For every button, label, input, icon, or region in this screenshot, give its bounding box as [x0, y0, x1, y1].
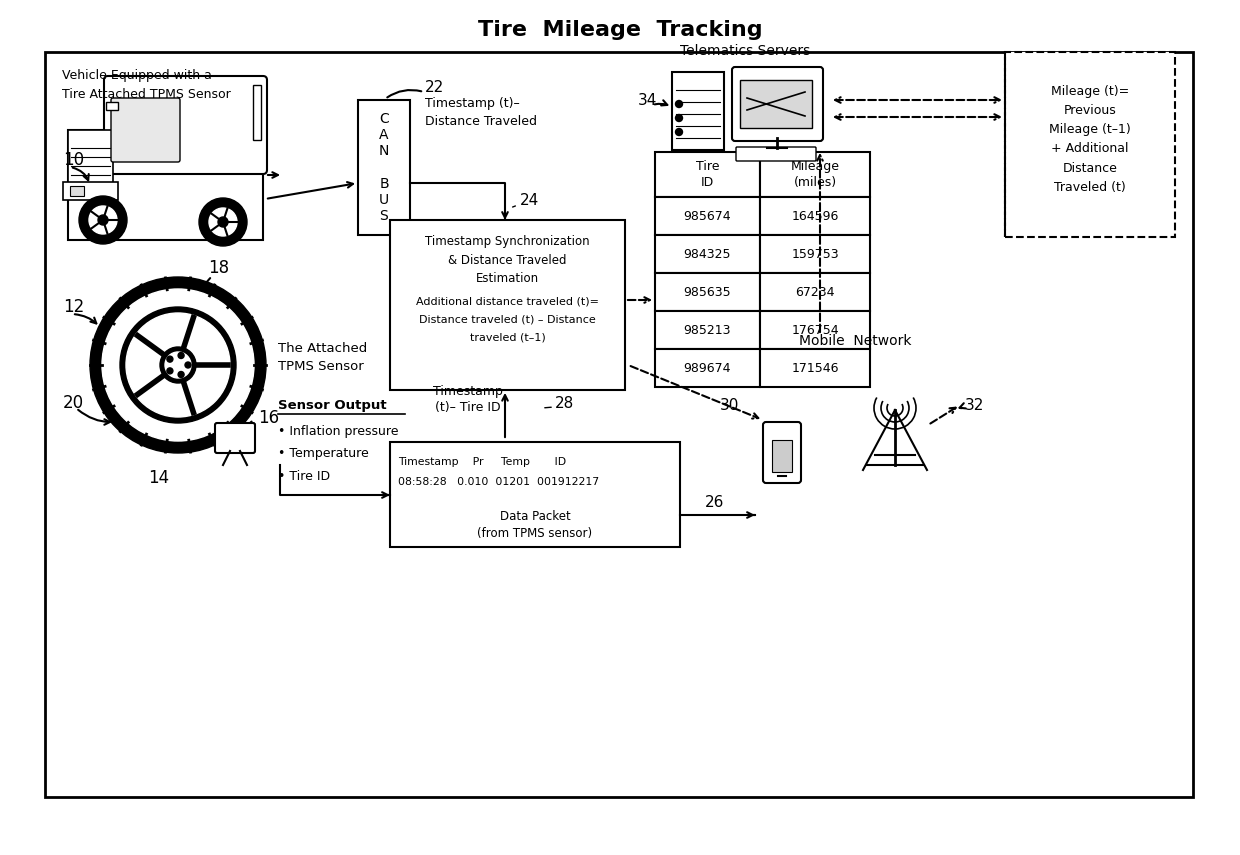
Text: Mobile  Network: Mobile Network — [799, 334, 911, 348]
Text: 159753: 159753 — [791, 247, 838, 261]
Text: 14: 14 — [148, 469, 169, 487]
Circle shape — [210, 208, 237, 236]
Bar — [655, 152, 760, 197]
Text: 12: 12 — [63, 298, 84, 316]
Bar — [655, 197, 760, 235]
Circle shape — [676, 115, 682, 121]
FancyBboxPatch shape — [104, 76, 267, 174]
Circle shape — [198, 198, 247, 246]
FancyBboxPatch shape — [112, 98, 180, 162]
Text: 30: 30 — [720, 398, 739, 413]
Text: • Temperature: • Temperature — [278, 447, 368, 461]
Bar — [760, 235, 870, 273]
Text: (from TPMS sensor): (from TPMS sensor) — [477, 528, 593, 540]
Text: 67234: 67234 — [795, 286, 835, 298]
Circle shape — [89, 206, 117, 234]
Text: 20: 20 — [63, 394, 84, 412]
Circle shape — [179, 352, 184, 358]
Bar — [655, 235, 760, 273]
Text: 176754: 176754 — [791, 323, 838, 337]
Circle shape — [102, 289, 254, 441]
Text: 985213: 985213 — [683, 323, 732, 337]
Text: 16: 16 — [258, 409, 279, 427]
Text: 985635: 985635 — [683, 286, 732, 298]
Text: traveled (t–1): traveled (t–1) — [470, 333, 546, 343]
Text: Distance Traveled: Distance Traveled — [425, 115, 537, 128]
Circle shape — [79, 196, 126, 244]
Bar — [655, 273, 760, 311]
Bar — [68, 130, 113, 185]
Text: Data Packet: Data Packet — [500, 510, 570, 523]
Text: Sensor Output: Sensor Output — [278, 398, 387, 411]
FancyBboxPatch shape — [763, 422, 801, 483]
Text: Vehicle Equipped with a
Tire Attached TPMS Sensor: Vehicle Equipped with a Tire Attached TP… — [62, 69, 231, 101]
Text: Timestamp: Timestamp — [433, 385, 503, 398]
Text: 22: 22 — [425, 80, 444, 95]
Bar — [760, 273, 870, 311]
Text: 28: 28 — [556, 396, 574, 411]
Circle shape — [167, 357, 172, 363]
Text: 985674: 985674 — [683, 209, 732, 222]
Text: • Tire ID: • Tire ID — [278, 469, 330, 482]
Bar — [760, 349, 870, 387]
Bar — [773, 440, 792, 472]
Text: 34: 34 — [639, 93, 657, 108]
Text: Distance traveled (t) – Distance: Distance traveled (t) – Distance — [419, 315, 596, 325]
Bar — [655, 349, 760, 387]
Text: Estimation: Estimation — [476, 272, 539, 285]
Bar — [760, 197, 870, 235]
Text: 08:58:28   0.010  01201  001912217: 08:58:28 0.010 01201 001912217 — [398, 477, 599, 487]
FancyBboxPatch shape — [215, 423, 255, 453]
Bar — [391, 220, 625, 390]
Text: Additional distance traveled (t)=: Additional distance traveled (t)= — [415, 297, 599, 307]
Bar — [760, 152, 870, 197]
Text: 24: 24 — [520, 193, 539, 208]
Text: Timestamp Synchronization: Timestamp Synchronization — [425, 235, 590, 249]
Circle shape — [98, 215, 108, 225]
Text: 989674: 989674 — [683, 362, 732, 374]
Circle shape — [218, 217, 228, 227]
Bar — [672, 72, 724, 150]
Circle shape — [160, 347, 196, 383]
Text: Tire
ID: Tire ID — [696, 160, 719, 189]
Bar — [45, 52, 1193, 797]
Bar — [358, 100, 410, 235]
Circle shape — [165, 352, 191, 378]
Bar — [63, 182, 118, 200]
Text: Mileage (t)=
Previous
Mileage (t–1)
+ Additional
Distance
Traveled (t): Mileage (t)= Previous Mileage (t–1) + Ad… — [1049, 86, 1131, 193]
Text: Timestamp (t)–: Timestamp (t)– — [425, 97, 520, 110]
Circle shape — [167, 368, 172, 374]
Bar — [760, 311, 870, 349]
Text: Mileage
(miles): Mileage (miles) — [791, 160, 839, 189]
Text: 164596: 164596 — [791, 209, 838, 222]
Bar — [1004, 52, 1176, 237]
FancyBboxPatch shape — [737, 147, 816, 161]
Circle shape — [91, 277, 267, 453]
Circle shape — [676, 128, 682, 135]
Text: • Inflation pressure: • Inflation pressure — [278, 426, 398, 439]
Bar — [69, 186, 84, 196]
Bar — [655, 311, 760, 349]
Circle shape — [185, 362, 191, 368]
Text: Telematics Servers: Telematics Servers — [680, 44, 810, 58]
Circle shape — [120, 307, 236, 423]
Circle shape — [179, 372, 184, 378]
Text: C
A
N

B
U
S: C A N B U S — [378, 112, 389, 223]
Bar — [68, 130, 263, 240]
Text: Tire  Mileage  Tracking: Tire Mileage Tracking — [477, 20, 763, 40]
Text: 10: 10 — [63, 151, 84, 169]
Text: (t)– Tire ID: (t)– Tire ID — [435, 401, 501, 414]
Text: Timestamp    Pr     Temp       ID: Timestamp Pr Temp ID — [398, 457, 567, 467]
Bar — [391, 442, 680, 547]
Bar — [105, 102, 118, 110]
Text: 32: 32 — [965, 398, 985, 413]
Bar — [253, 85, 260, 140]
FancyBboxPatch shape — [732, 67, 823, 141]
Circle shape — [126, 313, 229, 417]
Text: 984325: 984325 — [683, 247, 732, 261]
Text: 18: 18 — [208, 259, 229, 277]
Text: & Distance Traveled: & Distance Traveled — [448, 253, 567, 267]
Bar — [740, 80, 812, 128]
Text: The Attached
TPMS Sensor: The Attached TPMS Sensor — [278, 343, 367, 374]
Circle shape — [676, 101, 682, 108]
